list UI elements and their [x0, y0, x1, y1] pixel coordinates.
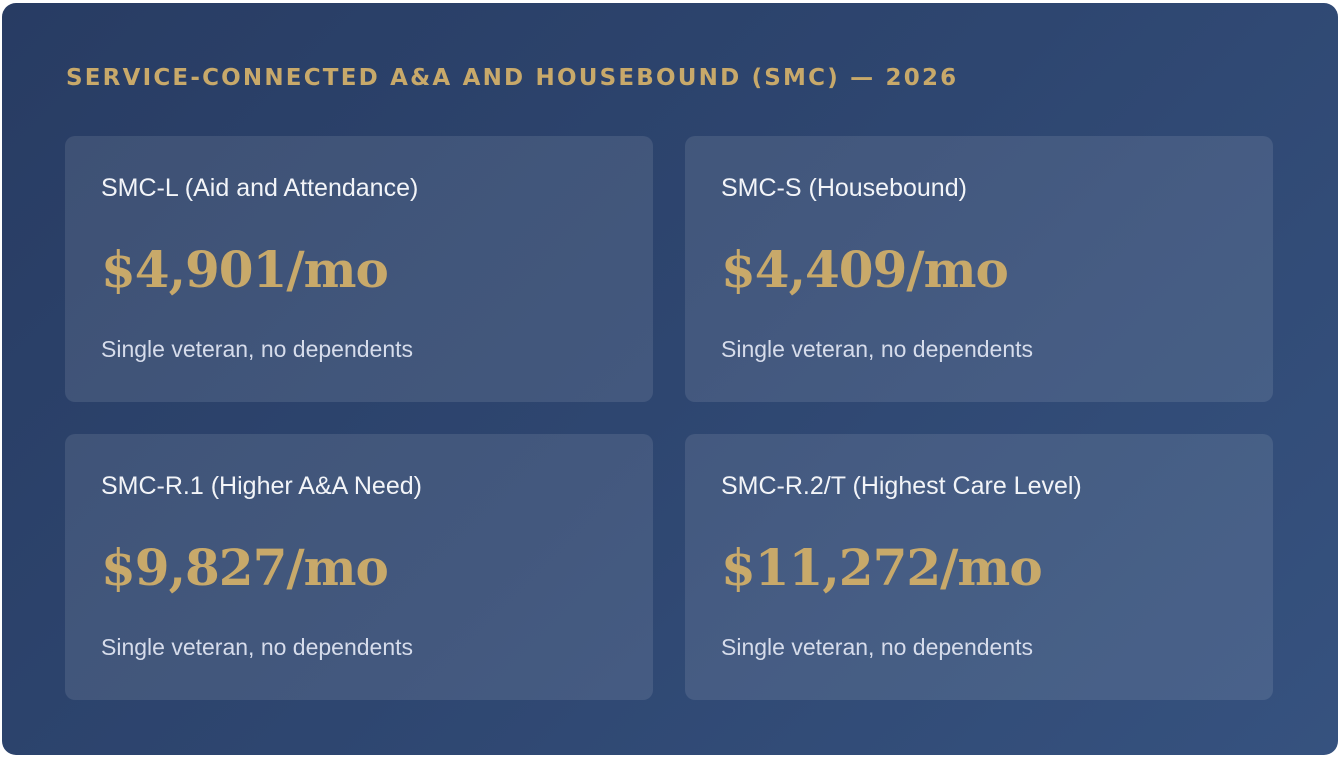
rate-card-smc-s: SMC-S (Housebound) $4,409/mo Single vete… — [685, 136, 1273, 402]
card-amount: $11,272/mo — [721, 538, 1043, 597]
card-title: SMC-R.2/T (Highest Care Level) — [721, 472, 1082, 500]
card-note: Single veteran, no dependents — [721, 634, 1034, 660]
panel-heading: SERVICE-CONNECTED A&A AND HOUSEBOUND (SM… — [66, 65, 959, 91]
card-amount: $9,827/mo — [101, 538, 389, 597]
card-note: Single veteran, no dependents — [101, 336, 414, 362]
rate-card-smc-r2t: SMC-R.2/T (Highest Care Level) $11,272/m… — [685, 434, 1273, 700]
card-title: SMC-R.1 (Higher A&A Need) — [101, 472, 422, 500]
card-note: Single veteran, no dependents — [101, 634, 414, 660]
card-amount: $4,901/mo — [101, 240, 389, 299]
rate-card-smc-l: SMC-L (Aid and Attendance) $4,901/mo Sin… — [65, 136, 653, 402]
rate-card-smc-r1: SMC-R.1 (Higher A&A Need) $9,827/mo Sing… — [65, 434, 653, 700]
smc-rates-panel: SERVICE-CONNECTED A&A AND HOUSEBOUND (SM… — [2, 3, 1338, 755]
card-title: SMC-S (Housebound) — [721, 174, 967, 202]
card-amount: $4,409/mo — [721, 240, 1009, 299]
card-note: Single veteran, no dependents — [721, 336, 1034, 362]
card-title: SMC-L (Aid and Attendance) — [101, 174, 419, 202]
